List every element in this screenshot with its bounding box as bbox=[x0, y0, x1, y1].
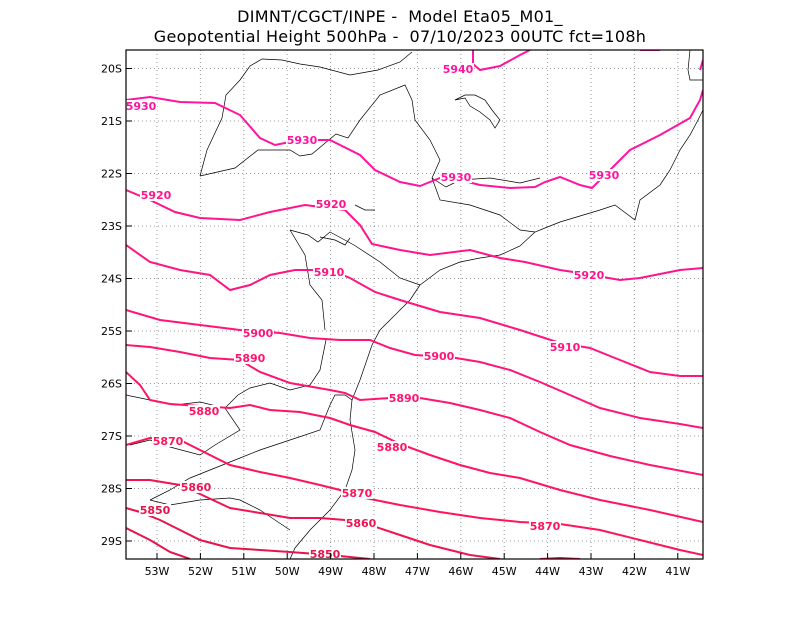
contour-label: 5850 bbox=[140, 504, 171, 517]
contour-label: 5920 bbox=[574, 269, 605, 282]
contour-5880 bbox=[126, 371, 703, 523]
contour-label: 5930 bbox=[126, 100, 157, 113]
contour-5890 bbox=[126, 344, 703, 476]
lat-tick-label: 22S bbox=[101, 168, 122, 181]
border-sp-mg bbox=[359, 84, 541, 188]
lon-tick-label: 53W bbox=[145, 565, 170, 578]
lon-tick-label: 51W bbox=[231, 565, 256, 578]
lakes bbox=[319, 94, 501, 246]
lon-tick-label: 43W bbox=[579, 565, 604, 578]
contour-label: 5870 bbox=[342, 487, 373, 500]
lat-tick-label: 28S bbox=[101, 483, 122, 496]
contour-label-bg bbox=[315, 198, 347, 210]
lat-tick-label: 21S bbox=[101, 115, 122, 128]
contour-label-bg bbox=[234, 352, 266, 364]
lon-tick-label: 48W bbox=[362, 565, 387, 578]
contour-5920 bbox=[126, 189, 703, 282]
contour-label: 5900 bbox=[243, 327, 274, 340]
contour-label: 5910 bbox=[550, 341, 581, 354]
border-sc-west bbox=[329, 394, 353, 406]
contour-label: 5930 bbox=[441, 171, 472, 184]
contour-label-bg bbox=[125, 100, 157, 112]
lon-tick-label: 52W bbox=[188, 565, 213, 578]
map-title-line-2: Geopotential Height 500hPa - 07/10/2023 … bbox=[153, 27, 647, 46]
contour-label-bg bbox=[423, 350, 455, 362]
contour-label: 5940 bbox=[443, 63, 474, 76]
contour-label-bg bbox=[140, 189, 172, 201]
lat-tick-label: 24S bbox=[101, 273, 122, 286]
contour-label: 5860 bbox=[346, 517, 377, 530]
contour-label-bg bbox=[180, 481, 212, 493]
contour-5910 bbox=[126, 244, 703, 377]
map-title-line-1: DIMNT/CGCT/INPE - Model Eta05_M01_ bbox=[237, 7, 563, 26]
lon-tick-label: 45W bbox=[492, 565, 517, 578]
contour-label-bg bbox=[152, 435, 184, 447]
contour-label: 5920 bbox=[141, 189, 172, 202]
lat-tick-label: 27S bbox=[101, 430, 122, 443]
map-frame bbox=[125, 49, 704, 560]
border-ms-sp bbox=[199, 119, 361, 177]
coast-east bbox=[687, 50, 703, 81]
contour-label-bg bbox=[309, 548, 341, 560]
contour-label-bg bbox=[286, 134, 318, 146]
contour-label: 5920 bbox=[316, 198, 347, 211]
border-sc-rs bbox=[149, 404, 331, 501]
contour-label: 5880 bbox=[377, 441, 408, 454]
lon-tick-label: 46W bbox=[448, 565, 473, 578]
border-pr-sp bbox=[289, 229, 421, 286]
contour-label: 5870 bbox=[153, 435, 184, 448]
lon-tick-label: 42W bbox=[622, 565, 647, 578]
lon-tick-label: 41W bbox=[665, 565, 690, 578]
lon-tick-label: 47W bbox=[405, 565, 430, 578]
contour-label-bg bbox=[341, 487, 373, 499]
lat-tick-label: 26S bbox=[101, 378, 122, 391]
contour-label-bg bbox=[345, 517, 377, 529]
contour-label-bg bbox=[376, 441, 408, 453]
lon-tick-label: 44W bbox=[535, 565, 560, 578]
contour-label-bg bbox=[139, 504, 171, 516]
lat-tick-label: 23S bbox=[101, 220, 122, 233]
border-north bbox=[199, 51, 413, 177]
coast-pr-sc bbox=[289, 284, 421, 559]
contour-label: 5870 bbox=[530, 520, 561, 533]
contour-label: 5930 bbox=[589, 169, 620, 182]
grid-lines bbox=[126, 50, 703, 559]
lat-tick-label: 29S bbox=[101, 535, 122, 548]
contour-label-bg bbox=[573, 269, 605, 281]
contour-label-bg bbox=[529, 520, 561, 532]
border-uruguay bbox=[239, 499, 291, 531]
contour-label: 5860 bbox=[181, 481, 212, 494]
contour-label: 5890 bbox=[389, 392, 420, 405]
contour-label: 5900 bbox=[424, 350, 455, 363]
coast-sp-rj bbox=[419, 109, 703, 286]
contour-5850-south bbox=[126, 527, 191, 559]
contour-label-bg bbox=[188, 405, 220, 417]
contour-5900 bbox=[126, 309, 703, 429]
contour-label-bg bbox=[588, 169, 620, 181]
contour-label-bg bbox=[313, 266, 345, 278]
contour-5870 bbox=[126, 436, 703, 556]
contour-label: 5910 bbox=[314, 266, 345, 279]
lat-tick-label: 20S bbox=[101, 63, 122, 76]
contour-label-bg bbox=[388, 392, 420, 404]
contour-5940 bbox=[472, 50, 531, 72]
contour-label: 5930 bbox=[287, 134, 318, 147]
contour-label-bg bbox=[442, 63, 474, 75]
contour-label: 5850 bbox=[310, 548, 341, 561]
coastline-borders bbox=[126, 50, 703, 559]
contour-label-bg bbox=[549, 341, 581, 353]
border-pr-west bbox=[289, 229, 326, 331]
lon-tick-label: 49W bbox=[318, 565, 343, 578]
contour-label-bg bbox=[242, 327, 274, 339]
state-mg-inner bbox=[431, 177, 536, 233]
border-west bbox=[149, 497, 241, 506]
contour-label: 5880 bbox=[189, 405, 220, 418]
contour-label-bg bbox=[440, 171, 472, 183]
lon-tick-label: 50W bbox=[275, 565, 300, 578]
contour-label: 5890 bbox=[235, 352, 266, 365]
lat-tick-label: 25S bbox=[101, 325, 122, 338]
border-pr-sc bbox=[224, 339, 327, 409]
